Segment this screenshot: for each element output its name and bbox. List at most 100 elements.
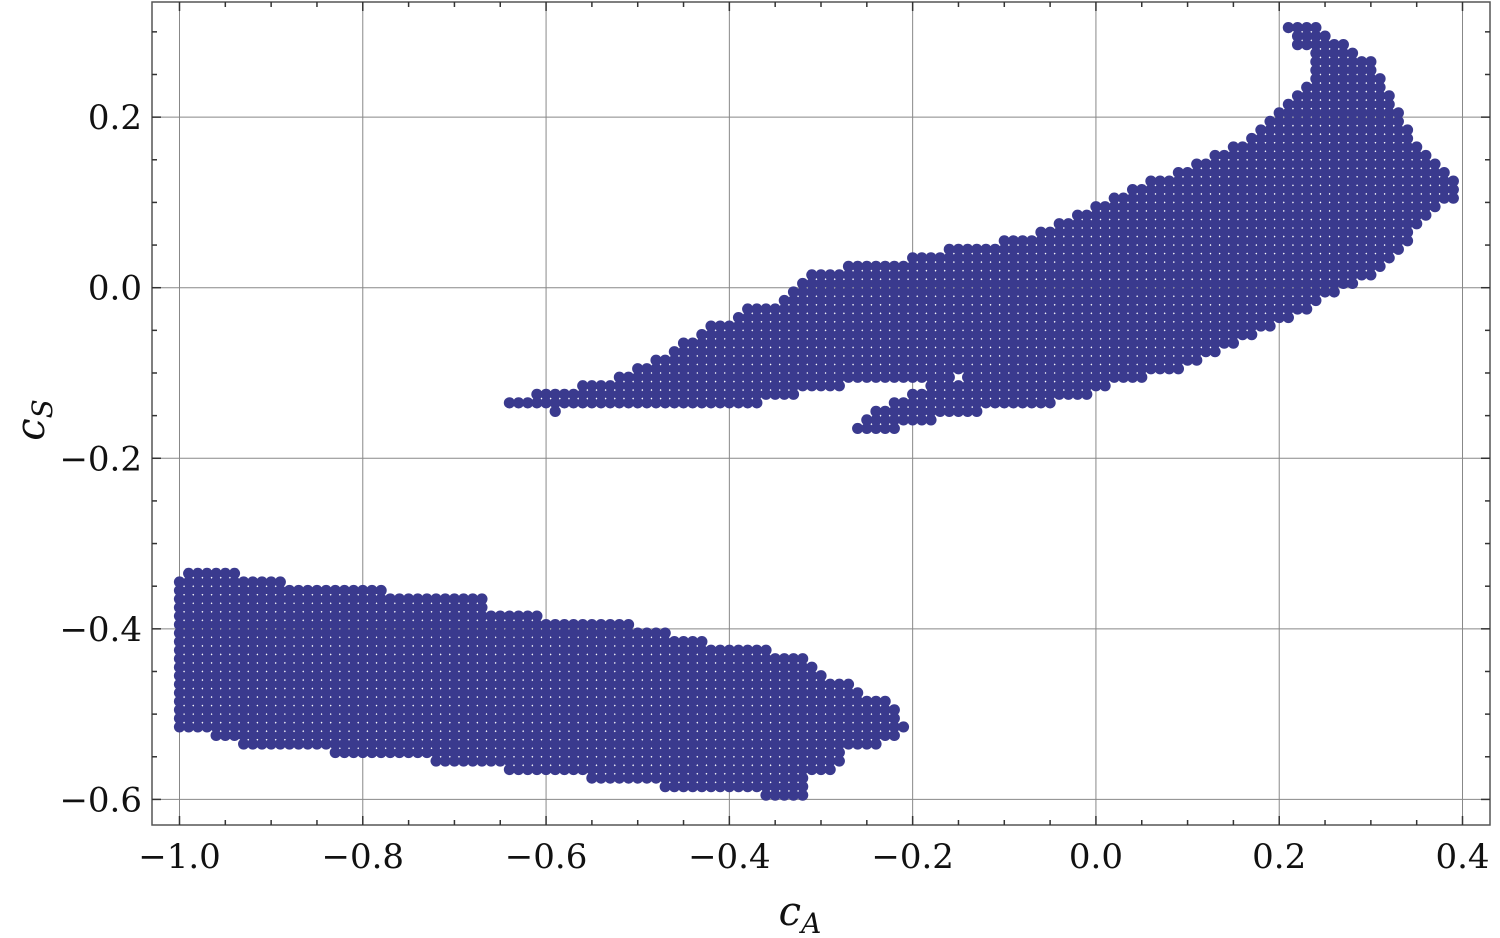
- data-point: [1447, 184, 1459, 196]
- data-point: [1145, 337, 1157, 349]
- data-point: [696, 755, 708, 767]
- data-point: [778, 746, 790, 759]
- data-point: [274, 593, 286, 605]
- data-point: [687, 781, 699, 793]
- data-point: [577, 695, 589, 707]
- data-point: [192, 610, 204, 622]
- data-point: [797, 772, 809, 784]
- data-point: [265, 738, 277, 750]
- data-point: [228, 593, 241, 605]
- data-point: [430, 704, 442, 716]
- data-point: [1163, 235, 1175, 247]
- data-point: [677, 721, 690, 733]
- data-point: [567, 746, 580, 759]
- data-point: [1264, 260, 1276, 272]
- data-point: [1044, 286, 1056, 298]
- data-point: [1319, 81, 1331, 93]
- data-point: [1411, 158, 1423, 170]
- data-point: [577, 653, 589, 665]
- data-point: [989, 354, 1001, 366]
- x-tick-label: 0.2: [1252, 837, 1306, 877]
- data-point: [503, 687, 516, 699]
- data-point: [797, 755, 809, 767]
- data-point: [1273, 175, 1285, 187]
- data-point: [1007, 380, 1020, 392]
- data-point: [549, 627, 561, 639]
- data-point: [201, 670, 213, 682]
- data-point: [677, 746, 690, 759]
- data-point: [1301, 21, 1313, 34]
- data-point: [613, 712, 625, 724]
- data-point: [1310, 166, 1322, 179]
- data-point: [1337, 124, 1349, 136]
- data-point: [998, 252, 1010, 264]
- data-point: [1200, 175, 1212, 187]
- data-point: [1328, 277, 1340, 290]
- data-point: [1209, 166, 1221, 179]
- data-point: [861, 337, 873, 349]
- data-point: [494, 644, 506, 656]
- data-point: [1081, 311, 1093, 324]
- data-point: [705, 738, 717, 750]
- data-point: [833, 738, 845, 750]
- data-point: [604, 721, 616, 733]
- data-point: [687, 661, 699, 673]
- data-point: [1053, 380, 1065, 392]
- data-point: [925, 346, 937, 358]
- data-point: [879, 329, 891, 341]
- data-point: [641, 704, 653, 716]
- data-point: [1420, 192, 1432, 204]
- data-point: [219, 678, 231, 690]
- data-point: [1236, 260, 1249, 272]
- data-point: [677, 738, 690, 750]
- data-point: [1310, 21, 1322, 34]
- data-point: [1282, 235, 1294, 247]
- data-point: [916, 269, 928, 281]
- data-point: [577, 763, 589, 776]
- data-point: [1090, 380, 1102, 392]
- data-point: [1145, 192, 1157, 204]
- data-point: [302, 644, 314, 656]
- data-point: [1218, 201, 1230, 213]
- data-point: [1017, 371, 1029, 383]
- data-point: [210, 567, 222, 580]
- data-point: [723, 380, 735, 392]
- data-point: [238, 661, 250, 673]
- data-point: [1072, 286, 1084, 298]
- data-point: [1310, 39, 1322, 51]
- data-point: [1264, 252, 1276, 264]
- data-point: [943, 303, 955, 315]
- data-point: [1136, 337, 1148, 349]
- data-point: [1126, 192, 1139, 204]
- data-point: [861, 414, 873, 426]
- data-point: [1099, 329, 1111, 341]
- data-point: [1383, 209, 1395, 221]
- data-point: [1163, 320, 1175, 332]
- data-point: [302, 729, 314, 742]
- data-point: [1072, 388, 1084, 400]
- data-point: [934, 269, 946, 281]
- data-point: [201, 704, 213, 716]
- data-point: [348, 670, 360, 682]
- data-point: [485, 670, 497, 682]
- data-point: [595, 627, 607, 639]
- data-point: [1081, 269, 1093, 281]
- data-point: [403, 678, 415, 690]
- data-point: [1172, 201, 1185, 213]
- data-point: [430, 695, 442, 707]
- data-point: [210, 610, 222, 622]
- data-point: [274, 712, 286, 724]
- data-point: [366, 627, 378, 639]
- data-point: [852, 260, 864, 272]
- data-point: [183, 721, 195, 733]
- data-point: [1145, 235, 1157, 247]
- data-point: [265, 593, 277, 605]
- data-point: [806, 661, 818, 673]
- data-point: [311, 610, 323, 622]
- data-point: [558, 704, 571, 716]
- data-point: [1191, 184, 1203, 196]
- data-point: [613, 687, 625, 699]
- data-point: [1319, 98, 1331, 110]
- data-point: [1291, 286, 1304, 298]
- data-point: [311, 721, 323, 733]
